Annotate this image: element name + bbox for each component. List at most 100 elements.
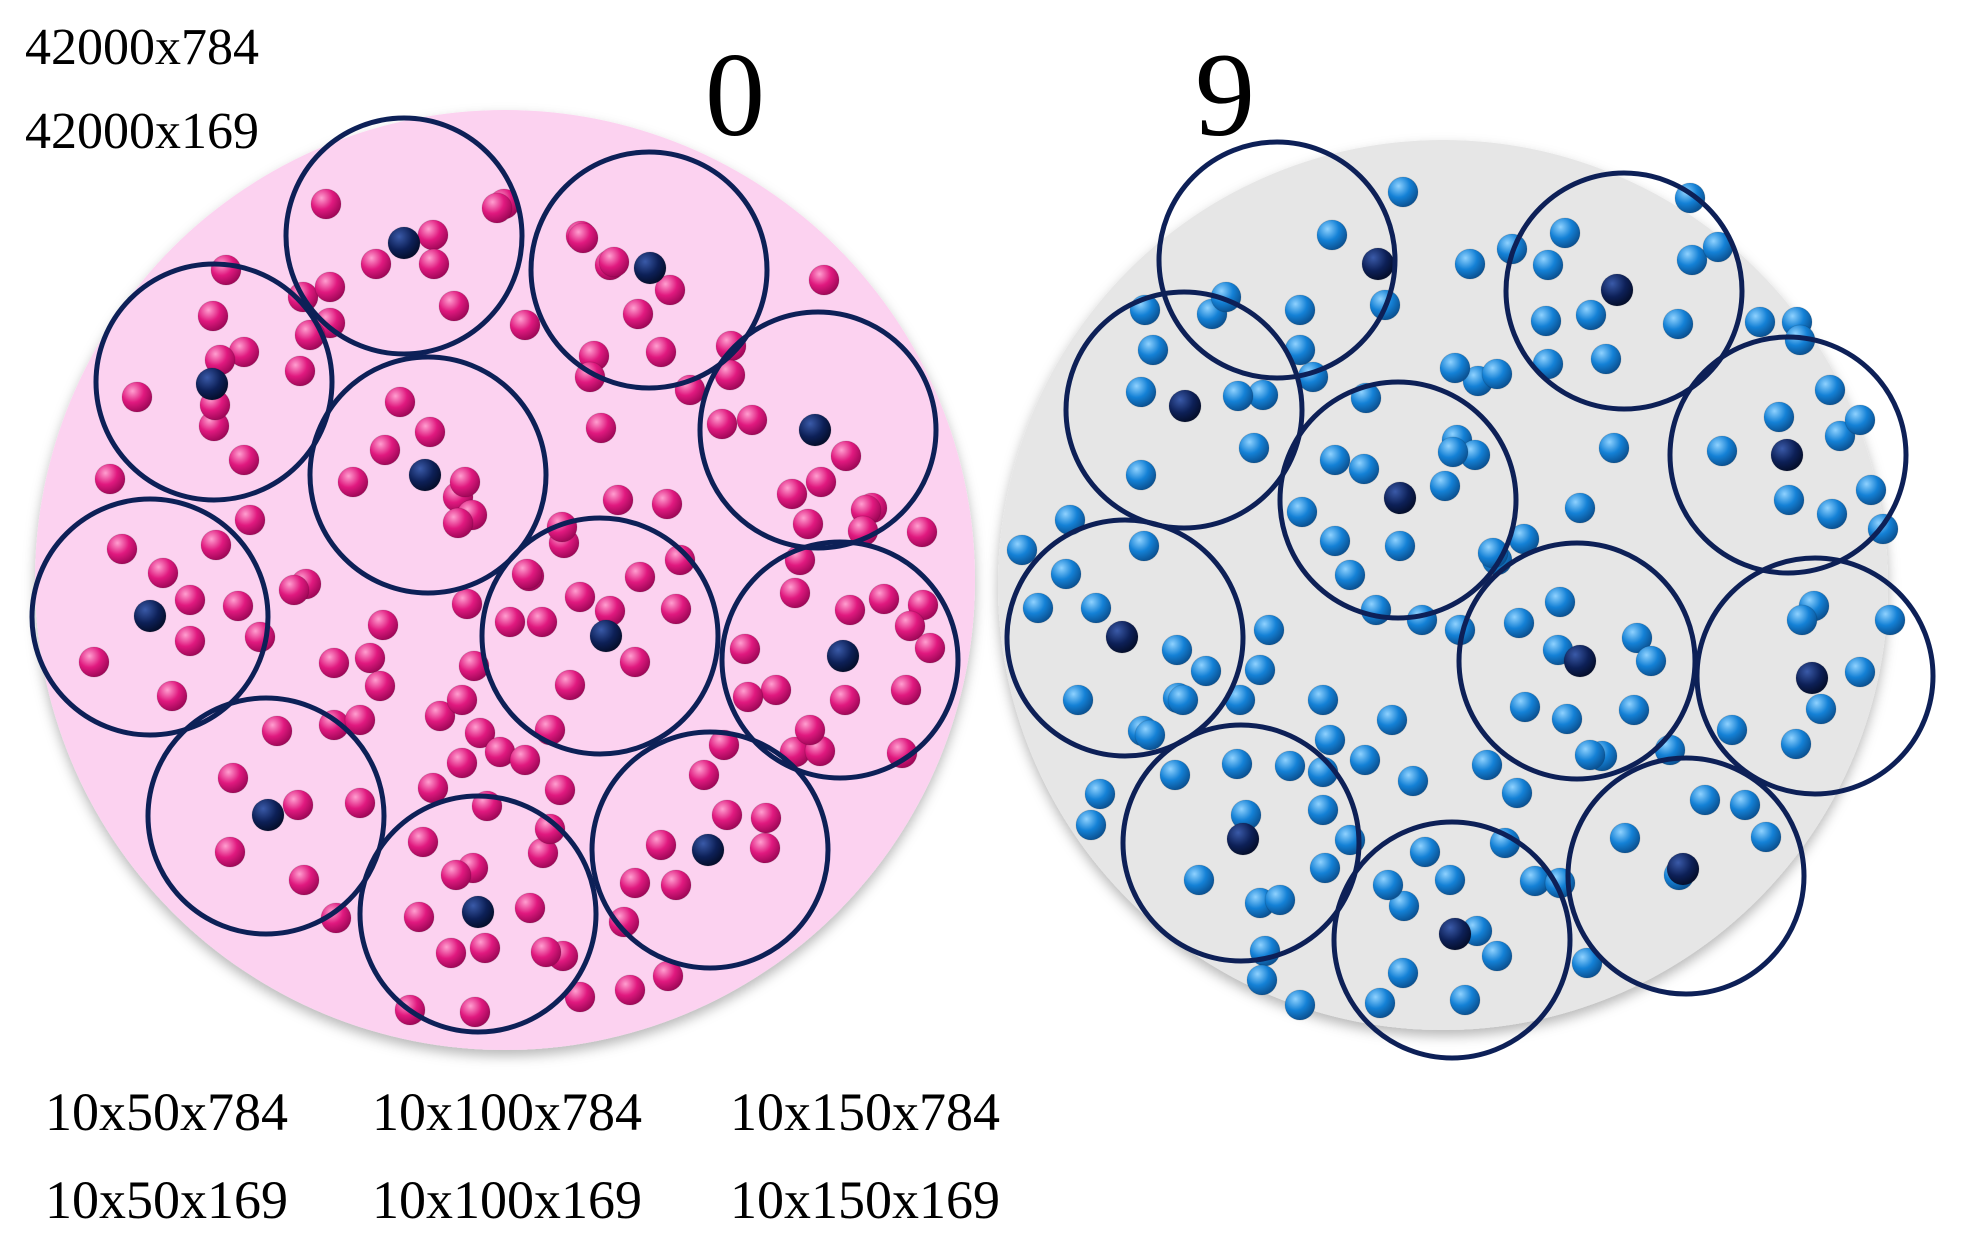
digit-0-sample-dot <box>449 466 481 498</box>
digit-9-sample-dot <box>1855 474 1887 506</box>
digit-0-sample-dot <box>214 836 246 868</box>
digit-0-sample-dot <box>417 219 449 251</box>
digit-0-sample-dot <box>602 484 634 516</box>
digit-9-sample-dot <box>1284 294 1316 326</box>
digit-9-sub-cluster-ring <box>1120 722 1362 964</box>
digit-0-sub-cluster-ring <box>528 149 770 391</box>
digit-9-sample-dot <box>1439 352 1471 384</box>
digit-0-sample-dot <box>526 606 558 638</box>
digit-9-sample-dot <box>1384 530 1416 562</box>
digit-9-sample-dot <box>1575 299 1607 331</box>
digit-0-sample-dot <box>438 290 470 322</box>
digit-0-sample-dot <box>608 906 640 938</box>
digit-9-sample-dot <box>1190 655 1222 687</box>
digit-9-sub-cluster-ring <box>1565 755 1807 997</box>
bottom-label-150x784: 10x150x784 <box>730 1082 1000 1142</box>
digit-9-sample-dot <box>1544 586 1576 618</box>
bottom-label-150x169: 10x150x169 <box>730 1170 1000 1230</box>
digit-0-centroid-dot <box>589 619 623 653</box>
digit-0-sample-dot <box>278 574 310 606</box>
digit-9-sample-dot <box>1635 645 1667 677</box>
digit-9-sub-cluster-ring <box>1277 379 1519 621</box>
digit-9-sample-dot <box>1598 432 1630 464</box>
digit-0-centroid-dot <box>826 639 860 673</box>
digit-0-sample-dot <box>314 271 346 303</box>
digit-9-sample-dot <box>1590 343 1622 375</box>
digit-0-sample-dot <box>446 684 478 716</box>
digit-0-sample-dot <box>544 774 576 806</box>
digit-0-sample-dot <box>654 274 686 306</box>
digit-9-sub-cluster-ring <box>1667 334 1909 576</box>
digit-0-sub-clusters <box>29 115 961 1035</box>
digit-9-sample-dot <box>1137 334 1169 366</box>
digit-0-sample-dot <box>868 583 900 615</box>
digit-9-sample-dot <box>1471 749 1503 781</box>
bottom-label-50x169: 10x50x169 <box>45 1170 288 1230</box>
digit-9-sample-dot <box>1676 244 1708 276</box>
digit-9-sample-dot <box>1307 794 1339 826</box>
digit-9-sub-cluster-ring <box>1156 139 1398 381</box>
digit-9-sample-dot <box>1744 306 1776 338</box>
digit-0-sample-dot <box>779 577 811 609</box>
digit-0-sample-dot <box>417 772 449 804</box>
digit-0-sample-dot <box>282 789 314 821</box>
digit-0-sample-dot <box>509 309 541 341</box>
digit-0-sub-cluster-ring <box>93 261 335 503</box>
digit-9-samples <box>1006 176 1906 1021</box>
digit-0-sample-dot <box>156 680 188 712</box>
digit-label-0: 0 <box>705 28 765 161</box>
digit-9-sample-dot <box>1134 719 1166 751</box>
digit-9-centroid-dot <box>1361 247 1395 281</box>
digit-9-sample-dot <box>1372 869 1404 901</box>
digit-9-sample-dot <box>1844 404 1876 436</box>
bottom-label-100x169: 10x100x169 <box>372 1170 642 1230</box>
digit-9-cluster-disc <box>998 140 1888 1030</box>
digit-9-sample-dot <box>1481 940 1513 972</box>
digit-9-sample-dot <box>1349 744 1381 776</box>
digit-0-sample-dot <box>729 633 761 665</box>
digit-9-sample-dot <box>1125 459 1157 491</box>
digit-0-sample-dot <box>459 996 491 1028</box>
digit-9-sample-dot <box>1319 444 1351 476</box>
digit-9-sample-dot <box>1360 594 1392 626</box>
digit-9-sample-dot <box>1274 750 1306 782</box>
digit-0-sub-cluster-ring <box>589 729 831 971</box>
digit-0-sample-dot <box>403 901 435 933</box>
digit-9-sample-dot <box>1780 728 1812 760</box>
corner-label-784: 42000x784 <box>25 19 259 76</box>
digit-0-sample-dot <box>147 557 179 589</box>
digit-0-samples <box>78 188 946 1028</box>
digit-0-sample-dot <box>364 670 396 702</box>
digit-0-sub-cluster-ring <box>145 695 387 937</box>
digit-9-sample-dot <box>1080 592 1112 624</box>
digit-9-sample-dot <box>1574 739 1606 771</box>
digit-9-centroid-dot <box>1600 273 1634 307</box>
digit-0-sample-dot <box>829 684 861 716</box>
digit-0-sample-dot <box>222 590 254 622</box>
digit-9-centroid-dot <box>1383 481 1417 515</box>
digit-0-sample-dot <box>440 859 472 891</box>
digit-9-sample-dot <box>1773 484 1805 516</box>
digit-9-sample-dot <box>1503 607 1535 639</box>
digit-9-sample-dot <box>1084 778 1116 810</box>
digit-0-centroid-dot <box>133 599 167 633</box>
digit-0-centroid-dot <box>387 226 421 260</box>
digit-9-sample-dot <box>1264 884 1296 916</box>
digit-9-sample-dot <box>1454 248 1486 280</box>
digit-0-sample-dot <box>776 478 808 510</box>
digit-0-sub-cluster-ring <box>697 309 939 551</box>
digit-0-sample-dot <box>711 799 743 831</box>
digit-0-sample-dot <box>288 864 320 896</box>
digit-0-sample-dot <box>414 416 446 448</box>
digit-0-sample-dot <box>261 715 293 747</box>
digit-0-sample-dot <box>367 609 399 641</box>
digit-9-sample-dot <box>1244 654 1276 686</box>
digit-0-sub-cluster-ring <box>719 539 961 781</box>
digit-9-sample-dot <box>1763 401 1795 433</box>
digit-9-sample-dot <box>1532 249 1564 281</box>
digit-9-sample-dot <box>1621 622 1653 654</box>
digit-0-centroid-dot <box>798 413 832 447</box>
digit-0-sample-dot <box>228 444 260 476</box>
digit-9-centroid-dot <box>1666 852 1700 886</box>
